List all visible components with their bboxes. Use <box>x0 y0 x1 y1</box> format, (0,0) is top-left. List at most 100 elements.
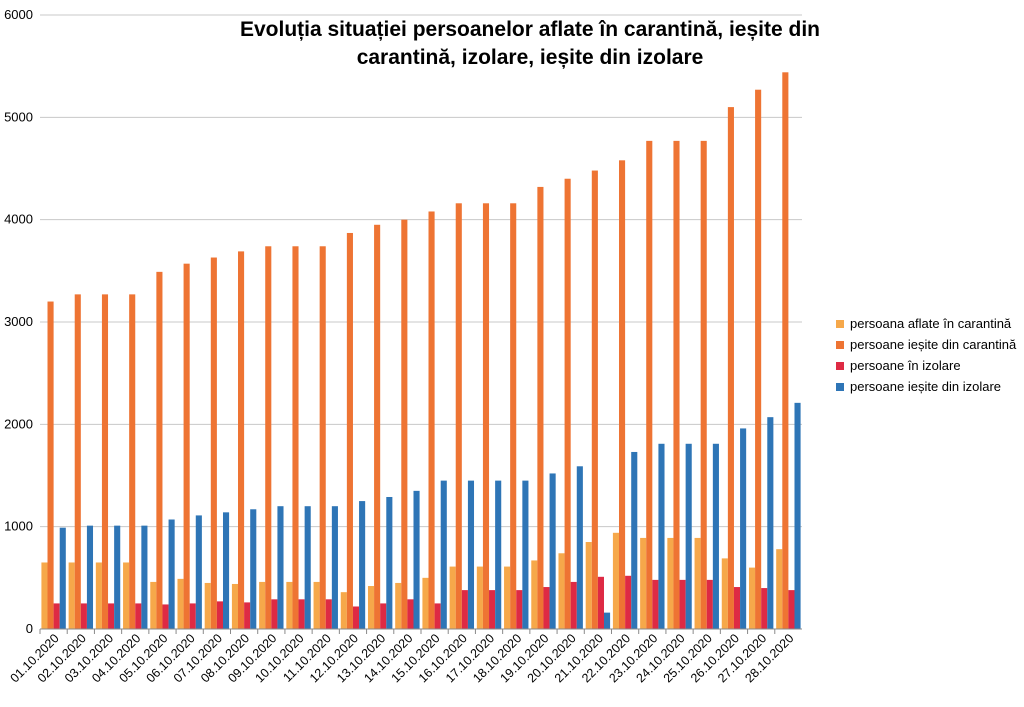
bar <box>325 599 332 629</box>
bar <box>761 588 768 629</box>
y-tick-label: 3000 <box>4 314 33 329</box>
bar <box>658 443 665 629</box>
bar <box>53 603 60 629</box>
bar <box>727 107 734 630</box>
bar <box>374 224 381 630</box>
bar <box>177 578 184 629</box>
bar <box>331 506 338 629</box>
bar <box>679 579 686 629</box>
bar <box>712 443 719 629</box>
bar <box>222 512 230 629</box>
legend-swatch <box>836 340 844 349</box>
bar <box>401 219 408 629</box>
bar <box>504 566 511 629</box>
bar <box>612 532 620 629</box>
bar <box>482 203 490 629</box>
legend-label: persoane ieșite din izolare <box>850 379 1002 394</box>
bar <box>776 549 783 629</box>
bar <box>721 558 728 629</box>
bar <box>313 581 320 629</box>
bar <box>467 480 475 629</box>
legend-item: persoane în izolare <box>836 355 1016 376</box>
bar <box>570 581 577 629</box>
legend-item: persoane ieșite din izolare <box>836 376 1016 397</box>
bar <box>304 506 311 629</box>
bar <box>47 301 54 629</box>
bar <box>168 519 175 629</box>
bar <box>434 603 441 629</box>
bar <box>380 603 387 629</box>
bar <box>74 294 81 629</box>
bar <box>461 590 468 629</box>
bar <box>265 246 272 630</box>
bar <box>189 603 196 629</box>
bar <box>576 466 583 629</box>
y-axis-ticks: 0 1000 2000 3000 4000 5000 6000 <box>4 7 33 636</box>
bar <box>597 576 604 629</box>
bar <box>652 579 659 629</box>
bar <box>543 587 550 629</box>
bar <box>549 473 556 629</box>
bar <box>108 603 115 629</box>
bar <box>428 211 435 630</box>
y-tick-label: 6000 <box>4 7 33 22</box>
bar <box>510 203 517 629</box>
bar <box>95 562 102 629</box>
bar <box>516 590 523 629</box>
bar <box>395 582 402 629</box>
bar <box>156 271 163 629</box>
legend-label: persoane ieșite din carantină <box>850 337 1017 352</box>
legend-swatch <box>836 319 844 328</box>
bar <box>603 612 611 629</box>
bar <box>694 537 701 629</box>
bar <box>204 582 211 629</box>
bar <box>733 587 741 629</box>
legend-swatch <box>836 382 844 391</box>
bar <box>782 72 789 630</box>
chart-title: Evoluția situației persoanelor aflate în… <box>200 16 860 72</box>
bar <box>476 566 483 629</box>
bar <box>298 599 305 629</box>
bar <box>68 562 75 629</box>
bar <box>755 89 762 630</box>
bar <box>585 542 592 629</box>
y-tick-label: 0 <box>26 621 33 636</box>
bar <box>129 294 136 629</box>
bar <box>495 480 502 629</box>
x-axis-ticks: 01.10.202002.10.202003.10.202004.10.2020… <box>8 629 797 685</box>
legend-swatch <box>836 361 844 370</box>
bar <box>210 257 217 629</box>
bar <box>700 140 707 629</box>
bar <box>740 428 747 629</box>
y-tick-label: 4000 <box>4 212 33 227</box>
bar <box>352 606 360 629</box>
bar <box>522 480 529 629</box>
legend: persoana aflate în carantină persoane ie… <box>836 313 1016 397</box>
bar <box>59 527 66 629</box>
bar <box>685 443 692 629</box>
bar <box>706 579 713 629</box>
bar <box>80 603 87 629</box>
legend-label: persoana aflate în carantină <box>850 316 1012 331</box>
chart-title-line-2: carantină, izolare, ieșite din izolare <box>356 46 704 69</box>
y-tick-label: 2000 <box>4 416 33 431</box>
bar <box>531 560 538 629</box>
bar <box>386 496 393 629</box>
bar <box>673 140 680 629</box>
bar <box>216 601 223 629</box>
bar <box>440 480 447 629</box>
bar <box>455 203 462 629</box>
bar <box>286 581 293 629</box>
bar <box>422 577 429 629</box>
bar <box>646 140 653 629</box>
y-tick-label: 1000 <box>4 519 33 534</box>
chart-title-line-1: Evoluția situației persoanelor aflate în… <box>239 18 820 41</box>
bar <box>625 575 632 629</box>
bar <box>748 567 756 629</box>
bar <box>489 590 496 629</box>
bar <box>292 246 299 630</box>
bar <box>564 178 571 629</box>
bar <box>407 599 414 629</box>
bar <box>259 581 266 629</box>
bar <box>231 583 239 629</box>
